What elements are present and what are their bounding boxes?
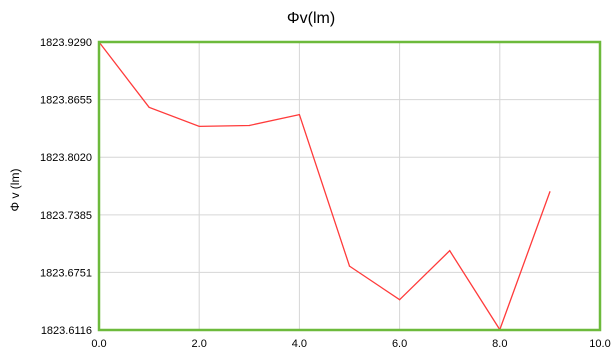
x-tick-label: 8.0 xyxy=(492,338,507,350)
tick-label-layer: 0.0 2.0 4.0 6.0 8.0 10.0 1823.6116 1823.6751 182… xyxy=(40,37,611,350)
data-point xyxy=(198,125,200,127)
y-tick-label: 1823.6116 xyxy=(41,325,92,337)
series-layer xyxy=(98,41,551,332)
grid-layer xyxy=(99,42,600,330)
data-point xyxy=(298,113,300,116)
x-tick-label: 10.0 xyxy=(589,338,610,350)
y-axis-label: Φ v (lm) xyxy=(8,169,22,212)
data-point xyxy=(549,191,551,193)
y-tick-label: 1823.8655 xyxy=(40,95,92,107)
chart-title: Φv(lm) xyxy=(287,10,335,27)
y-tick-label: 1823.6751 xyxy=(40,267,92,279)
series-line xyxy=(98,41,551,332)
x-tick-label: 6.0 xyxy=(392,338,407,350)
plot-frame xyxy=(97,40,602,332)
data-point xyxy=(248,124,250,127)
y-tick-label: 1823.9290 xyxy=(40,37,92,49)
x-tick-label: 2.0 xyxy=(192,338,207,350)
data-point xyxy=(399,299,401,301)
x-tick-label: 0.0 xyxy=(91,338,106,350)
x-tick-label: 4.0 xyxy=(292,338,307,350)
y-tick-label: 1823.7385 xyxy=(40,210,92,222)
data-point xyxy=(449,250,451,252)
y-tick-label: 1823.8020 xyxy=(40,152,92,164)
data-point xyxy=(148,106,150,108)
data-point xyxy=(348,265,351,267)
